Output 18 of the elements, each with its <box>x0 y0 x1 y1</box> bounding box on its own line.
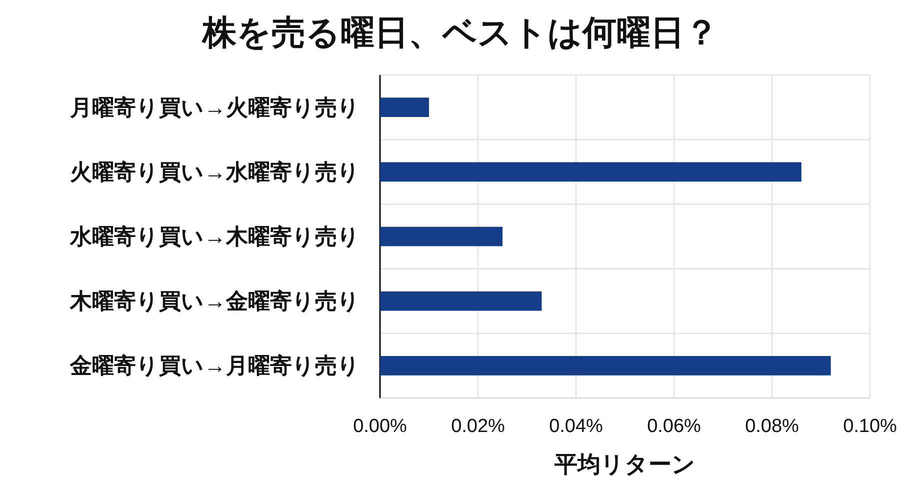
y-tick-label: 木曜寄り買い→金曜寄り売り <box>69 288 360 314</box>
x-axis-title: 平均リターン <box>554 451 696 477</box>
bar <box>380 162 802 182</box>
bar <box>380 356 831 376</box>
y-tick-label: 水曜寄り買い→木曜寄り売り <box>69 224 360 249</box>
bar <box>380 291 542 311</box>
x-tick-label: 0.10% <box>843 416 898 437</box>
bar <box>380 226 502 246</box>
y-tick-label: 火曜寄り買い→水曜寄り売り <box>70 159 360 184</box>
bar <box>380 98 429 117</box>
y-tick-label: 金曜寄り買い→月曜寄り売り <box>69 353 360 378</box>
x-tick-label: 0.06% <box>647 416 702 437</box>
x-tick-label: 0.08% <box>745 416 800 437</box>
x-tick-label: 0.04% <box>549 416 604 437</box>
y-tick-label: 月曜寄り買い→火曜寄り売り <box>69 94 360 120</box>
x-tick-label: 0.02% <box>451 416 506 437</box>
chart-title: 株を売る曜日、ベストは何曜日？ <box>200 14 718 52</box>
x-tick-label: 0.00% <box>353 416 408 437</box>
